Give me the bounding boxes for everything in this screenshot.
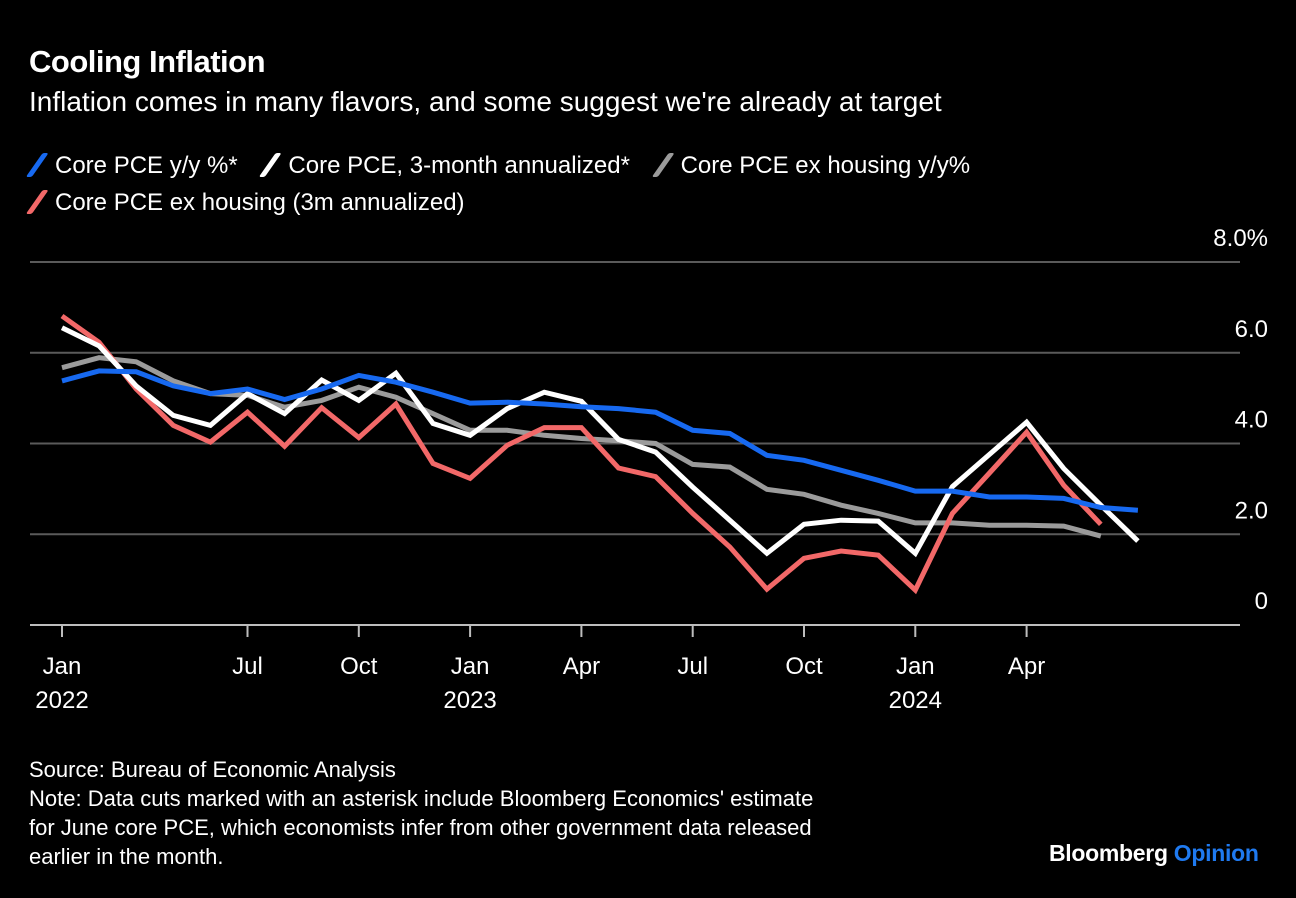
x-tick-label: Jan	[896, 653, 935, 680]
chart-subtitle: Inflation comes in many flavors, and som…	[29, 86, 942, 117]
series-line-0	[61, 368, 1139, 513]
footer: Source: Bureau of Economic Analysis Note…	[29, 755, 1029, 871]
x-tick-label: Apr	[1008, 653, 1045, 680]
x-tick-year: 2024	[889, 687, 942, 714]
y-tick-label: 2.0	[1235, 497, 1268, 524]
legend: Core PCE y/y %* Core PCE, 3-month annual…	[25, 147, 1269, 221]
note-line: for June core PCE, which economists infe…	[29, 815, 812, 840]
x-tick-label: Jan	[451, 653, 490, 680]
logo-section: Opinion	[1173, 840, 1259, 866]
x-tick-year: 2023	[443, 687, 496, 714]
y-tick-label: 4.0	[1235, 407, 1268, 434]
note-line: earlier in the month.	[29, 844, 224, 869]
series-line-2	[61, 355, 1102, 539]
logo-brand: Bloomberg	[1049, 840, 1168, 866]
series-line-1	[60, 325, 1140, 558]
legend-item-ex-housing-yy: Core PCE ex housing y/y%	[651, 147, 971, 184]
chart-title: Cooling Inflation	[29, 44, 266, 79]
series-line-3	[60, 313, 1103, 595]
x-tick-year: 2022	[35, 687, 88, 714]
legend-label: Core PCE ex housing (3m annualized)	[55, 189, 465, 216]
x-tick-label: Jan	[43, 653, 82, 680]
x-tick-label: Jul	[232, 653, 263, 680]
y-tick-label: 8.0%	[1213, 225, 1268, 252]
bloomberg-opinion-logo: Bloomberg Opinion	[1049, 840, 1259, 867]
legend-label: Core PCE y/y %*	[55, 152, 238, 179]
note-line: Note: Data cuts marked with an asterisk …	[29, 786, 814, 811]
source-text: Source: Bureau of Economic Analysis	[29, 757, 396, 782]
legend-item-core-pce-3m: Core PCE, 3-month annualized*	[259, 147, 630, 184]
y-tick-label: 6.0	[1235, 316, 1268, 343]
legend-item-core-pce-yy: Core PCE y/y %*	[25, 147, 238, 184]
x-tick-label: Jul	[677, 653, 708, 680]
legend-label: Core PCE ex housing y/y%	[680, 152, 971, 179]
x-tick-label: Oct	[340, 653, 378, 680]
legend-label: Core PCE, 3-month annualized*	[288, 152, 630, 179]
x-tick-label: Apr	[563, 653, 600, 680]
legend-item-ex-housing-3m: Core PCE ex housing (3m annualized)	[25, 184, 465, 221]
x-tick-label: Oct	[785, 653, 823, 680]
y-tick-label: 0	[1255, 588, 1268, 615]
